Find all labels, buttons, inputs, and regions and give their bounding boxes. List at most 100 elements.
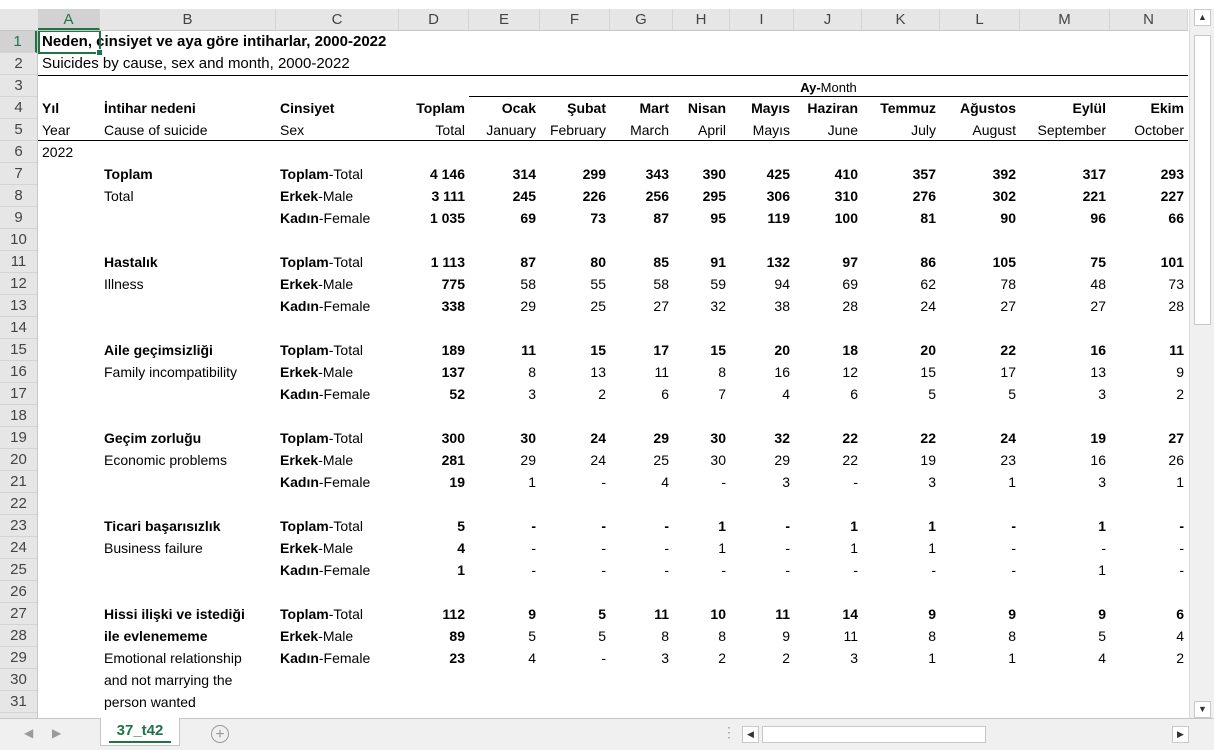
column-header-k[interactable]: K — [862, 9, 940, 30]
row-header-7[interactable]: 7 — [0, 163, 37, 185]
data-cell: - — [721, 474, 726, 490]
sex-label-en: -Female — [318, 298, 371, 314]
row-header-17[interactable]: 17 — [0, 383, 37, 405]
column-header-b[interactable]: B — [100, 9, 276, 30]
data-cell: 19 — [449, 474, 465, 490]
sex-label-tr: Kadın — [280, 562, 319, 578]
column-header-f[interactable]: F — [540, 9, 610, 30]
row-header-15[interactable]: 15 — [0, 339, 37, 361]
row-header-13[interactable]: 13 — [0, 295, 37, 317]
data-cell: 11 — [654, 606, 669, 622]
worksheet-grid[interactable]: Neden, cinsiyet ve aya göre intiharlar, … — [38, 31, 1188, 718]
splitter-handle-icon[interactable]: ⋮ — [722, 724, 736, 740]
data-cell: 357 — [912, 166, 936, 182]
data-cell: 30 — [710, 430, 726, 446]
data-cell: 10 — [710, 606, 726, 622]
cause-label: Business failure — [104, 540, 203, 556]
data-cell: 14 — [842, 606, 858, 622]
row-header-6[interactable]: 6 — [0, 141, 37, 163]
scroll-left-icon[interactable]: ◀ — [742, 726, 759, 743]
scroll-right-icon[interactable]: ▶ — [1172, 726, 1189, 743]
row-header-23[interactable]: 23 — [0, 515, 37, 537]
data-cell: 13 — [590, 364, 606, 380]
header-en-4: January — [486, 122, 536, 138]
row-header-12[interactable]: 12 — [0, 273, 37, 295]
row-header-29[interactable]: 29 — [0, 647, 37, 669]
data-cell: 69 — [520, 210, 536, 226]
sex-label: Toplam-Total — [280, 163, 363, 185]
vertical-scrollbar[interactable]: ▲ ▼ — [1189, 9, 1214, 718]
column-header-g[interactable]: G — [610, 9, 673, 30]
prev-sheet-icon[interactable]: ◀ — [24, 726, 34, 740]
data-cell: 281 — [441, 452, 465, 468]
horizontal-scrollbar[interactable]: ◀ ▶ — [742, 725, 1189, 744]
row-header-18[interactable]: 18 — [0, 405, 37, 427]
row-header-5[interactable]: 5 — [0, 119, 37, 141]
column-header-n[interactable]: N — [1110, 9, 1188, 30]
column-header-m[interactable]: M — [1020, 9, 1110, 30]
sex-label-en: -Male — [318, 364, 354, 380]
column-header-j[interactable]: J — [794, 9, 862, 30]
column-header-l[interactable]: L — [940, 9, 1020, 30]
column-header-d[interactable]: D — [399, 9, 469, 30]
data-cell: 392 — [992, 166, 1016, 182]
vertical-scroll-thumb[interactable] — [1194, 35, 1211, 325]
data-cell: 112 — [442, 606, 465, 622]
active-cell-selection[interactable] — [38, 31, 103, 56]
scroll-down-icon[interactable]: ▼ — [1194, 701, 1211, 718]
data-cell: - — [785, 540, 790, 556]
row-header-9[interactable]: 9 — [0, 207, 37, 229]
column-header-c[interactable]: C — [276, 9, 399, 30]
row-header-10[interactable]: 10 — [0, 229, 37, 251]
header-tr-2: Cinsiyet — [280, 100, 335, 116]
sex-label-en: -Total — [328, 342, 363, 358]
column-header-e[interactable]: E — [469, 9, 540, 30]
data-cell: 95 — [710, 210, 726, 226]
horizontal-scroll-thumb[interactable] — [762, 726, 986, 743]
data-cell: 1 — [850, 518, 858, 534]
row-header-8[interactable]: 8 — [0, 185, 37, 207]
data-cell: - — [531, 562, 536, 578]
sex-label-en: -Male — [318, 276, 354, 292]
row-header-24[interactable]: 24 — [0, 537, 37, 559]
sex-label: Toplam-Total — [280, 427, 363, 449]
row-header-2[interactable]: 2 — [0, 53, 37, 75]
data-cell: 62 — [920, 276, 936, 292]
row-header-11[interactable]: 11 — [0, 251, 37, 273]
row-header-1[interactable]: 1 — [0, 31, 37, 53]
column-header-a[interactable]: A — [38, 9, 100, 30]
header-tr-11: Ağustos — [960, 100, 1016, 116]
data-cell: 9 — [928, 606, 936, 622]
row-header-16[interactable]: 16 — [0, 361, 37, 383]
data-cell: 343 — [645, 166, 669, 182]
row-header-3[interactable]: 3 — [0, 75, 37, 97]
row-header-14[interactable]: 14 — [0, 317, 37, 339]
row-header-20[interactable]: 20 — [0, 449, 37, 471]
data-cell: 4 — [782, 386, 790, 402]
row-header-4[interactable]: 4 — [0, 97, 37, 119]
data-cell: 6 — [661, 386, 669, 402]
data-cell: 22 — [1000, 342, 1016, 358]
row-header-27[interactable]: 27 — [0, 603, 37, 625]
header-tr-0: Yıl — [42, 100, 60, 116]
row-header-22[interactable]: 22 — [0, 493, 37, 515]
data-cell: 8 — [661, 628, 669, 644]
row-header-31[interactable]: 31 — [0, 691, 37, 713]
column-header-i[interactable]: I — [730, 9, 794, 30]
sheet-tab[interactable]: 37_t42 — [100, 718, 180, 746]
row-header-28[interactable]: 28 — [0, 625, 37, 647]
sex-label-tr: Erkek — [280, 364, 319, 380]
row-header-30[interactable]: 30 — [0, 669, 37, 691]
data-cell: 81 — [920, 210, 936, 226]
add-sheet-icon[interactable]: + — [211, 725, 229, 743]
data-cell: 24 — [920, 298, 936, 314]
row-header-19[interactable]: 19 — [0, 427, 37, 449]
data-cell: 256 — [645, 188, 669, 204]
scroll-up-icon[interactable]: ▲ — [1194, 9, 1211, 26]
data-cell: - — [1011, 562, 1016, 578]
row-header-21[interactable]: 21 — [0, 471, 37, 493]
row-header-26[interactable]: 26 — [0, 581, 37, 603]
column-header-h[interactable]: H — [673, 9, 730, 30]
next-sheet-icon[interactable]: ▶ — [52, 726, 62, 740]
row-header-25[interactable]: 25 — [0, 559, 37, 581]
